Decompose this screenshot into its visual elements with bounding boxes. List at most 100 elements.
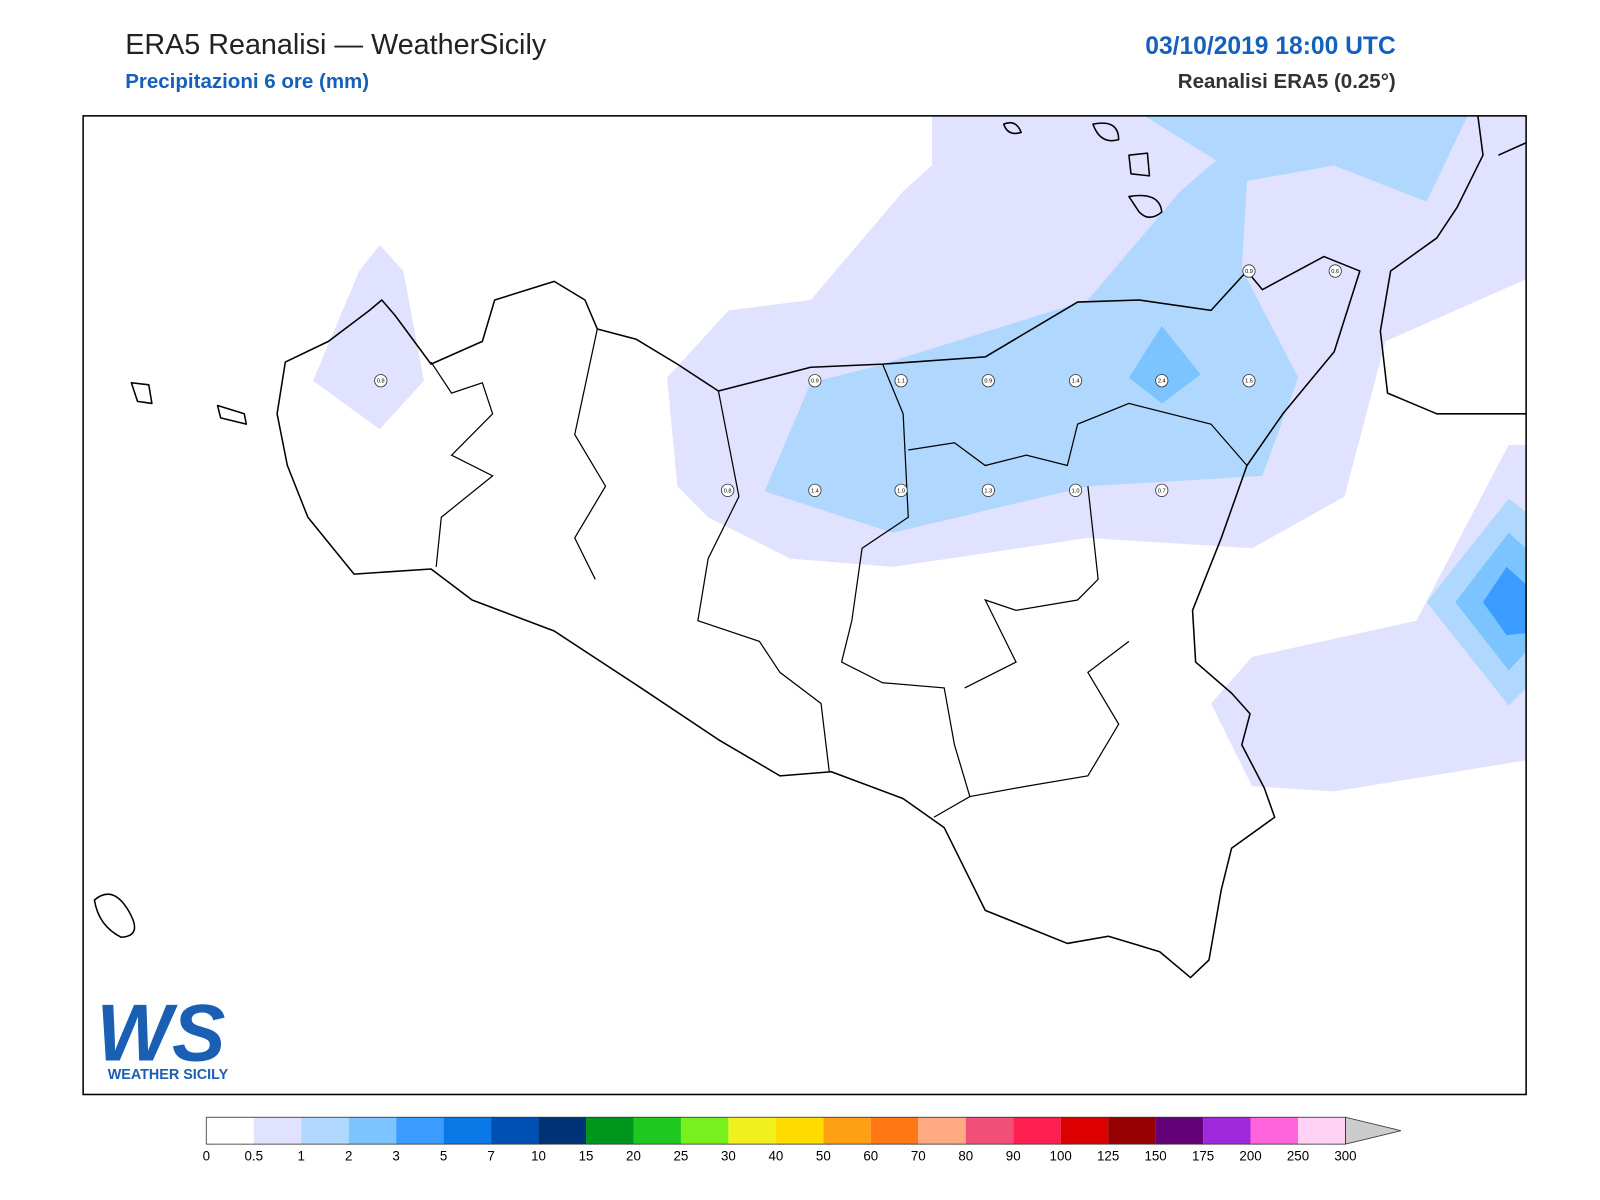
station-value: 1.3 xyxy=(984,488,992,494)
legend-label: 0 xyxy=(203,1149,210,1164)
logo: WS WEATHER SICILY xyxy=(96,988,228,1083)
legend-label: 50 xyxy=(816,1149,831,1164)
legend-swatch xyxy=(1155,1117,1204,1145)
legend-label: 100 xyxy=(1050,1149,1072,1164)
legend-extend xyxy=(1345,1116,1401,1145)
legend-label: 0.5 xyxy=(244,1149,263,1164)
legend-swatch xyxy=(728,1117,776,1145)
legend-swatch xyxy=(1108,1117,1156,1145)
station-marker xyxy=(1328,264,1342,278)
station-value: 1.5 xyxy=(1245,379,1253,385)
title: ERA5 Reanalisi — WeatherSicily xyxy=(125,29,547,61)
station-marker xyxy=(894,374,908,388)
station-marker xyxy=(1068,374,1083,388)
precip-area xyxy=(313,245,424,430)
station-marker xyxy=(981,374,995,388)
legend-label: 70 xyxy=(911,1149,926,1164)
station-values: 0.9 0.6 0.8 0.9 1.1 0.9 1.4 2.4 1.5 0.8 1.4 1.0 1.3 1… xyxy=(374,264,1342,497)
calabria-coast xyxy=(1379,115,1527,415)
legend-label: 3 xyxy=(392,1149,399,1164)
islands xyxy=(93,121,1163,939)
legend-swatch xyxy=(538,1117,587,1145)
color-legend: 0 0.5 1 2 3 5 7 10 15 20 25 30 40 50 60 70 80 90 100 125 150… xyxy=(203,1116,1401,1164)
station-value: 1.1 xyxy=(897,379,905,385)
legend-label: 15 xyxy=(579,1149,594,1164)
legend-swatch xyxy=(775,1117,824,1145)
legend-label: 80 xyxy=(958,1149,973,1164)
station-value: 1.4 xyxy=(1072,379,1080,385)
legend-label: 300 xyxy=(1334,1149,1356,1164)
legend-frame xyxy=(205,1116,1346,1145)
station-marker xyxy=(894,483,908,497)
map-frame xyxy=(82,115,1527,1096)
legend-swatch xyxy=(633,1117,681,1145)
station-value: 0.9 xyxy=(1245,269,1253,275)
station-marker xyxy=(1242,264,1256,278)
legend-label: 5 xyxy=(440,1149,447,1164)
legend-label: 175 xyxy=(1192,1149,1214,1164)
legend-label: 250 xyxy=(1287,1149,1309,1164)
legend-label: 25 xyxy=(674,1149,689,1164)
station-value: 0.6 xyxy=(1331,269,1339,275)
station-marker xyxy=(721,483,735,497)
legend-swatch xyxy=(1013,1117,1061,1145)
station-value: 1.4 xyxy=(811,488,819,494)
legend-label: 10 xyxy=(531,1149,546,1164)
station-marker xyxy=(808,483,822,497)
legend-label: 20 xyxy=(626,1149,641,1164)
station-value: 0.8 xyxy=(377,379,385,385)
map xyxy=(93,115,1527,979)
legend-swatch xyxy=(918,1117,966,1145)
legend-label: 60 xyxy=(863,1149,878,1164)
station-marker xyxy=(1068,483,1083,497)
station-marker xyxy=(374,374,388,388)
subtitle: Precipitazioni 6 ore (mm) xyxy=(125,70,369,93)
legend-label: 200 xyxy=(1239,1149,1261,1164)
datetime: 03/10/2019 18:00 UTC xyxy=(1145,33,1396,60)
legend-label: 2 xyxy=(345,1149,352,1164)
logo-mark: WS xyxy=(96,988,225,1078)
legend-swatch xyxy=(491,1117,539,1145)
legend-swatch xyxy=(586,1117,634,1145)
legend-swatch xyxy=(206,1117,254,1145)
legend-label: 30 xyxy=(721,1149,736,1164)
legend-swatch xyxy=(1060,1117,1109,1145)
legend-swatch xyxy=(443,1117,492,1145)
logo-name: WEATHER SICILY xyxy=(108,1067,229,1083)
station-value: 0.7 xyxy=(1158,488,1166,494)
legend-label: 90 xyxy=(1006,1149,1021,1164)
legend-swatch xyxy=(1250,1117,1299,1145)
legend-swatch xyxy=(301,1117,349,1145)
precip-area xyxy=(1211,444,1527,792)
station-value: 1.0 xyxy=(1072,488,1080,494)
precip-area xyxy=(1128,325,1201,404)
legend-swatch xyxy=(870,1117,919,1145)
precip-area xyxy=(1483,566,1527,636)
legend-label: 40 xyxy=(768,1149,783,1164)
sicily-coast xyxy=(276,255,1361,979)
station-marker xyxy=(1242,374,1256,388)
legend-swatch xyxy=(348,1117,397,1145)
legend-label: 125 xyxy=(1097,1149,1119,1164)
legend-label: 150 xyxy=(1144,1149,1166,1164)
province-border xyxy=(430,328,1248,818)
station-value: 0.9 xyxy=(984,379,992,385)
station-value: 0.8 xyxy=(724,488,732,494)
source: Reanalisi ERA5 (0.25°) xyxy=(1178,70,1396,93)
legend-swatch xyxy=(823,1117,871,1145)
station-value: 0.9 xyxy=(811,379,819,385)
legend-swatch xyxy=(396,1117,444,1145)
legend-swatch xyxy=(965,1117,1014,1145)
legend-swatch xyxy=(1298,1117,1346,1145)
station-marker xyxy=(981,483,995,497)
legend-label: 7 xyxy=(487,1149,494,1164)
legend-swatch xyxy=(1203,1117,1251,1145)
station-marker xyxy=(1155,483,1169,497)
legend-swatch xyxy=(680,1117,729,1145)
legend-label: 1 xyxy=(298,1149,305,1164)
legend-swatch xyxy=(253,1117,302,1145)
station-marker xyxy=(1155,374,1169,388)
station-marker xyxy=(808,374,822,388)
